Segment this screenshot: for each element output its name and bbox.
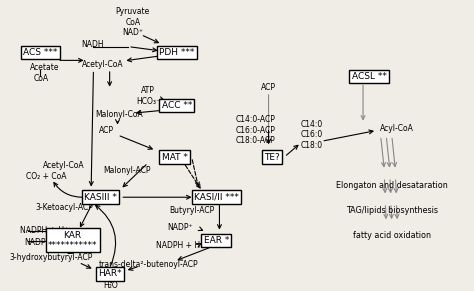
Text: NADH: NADH <box>81 40 104 49</box>
Text: TE?: TE? <box>264 152 280 162</box>
Text: CO₂ + CoA: CO₂ + CoA <box>26 172 66 181</box>
Text: Malonyl-CoA: Malonyl-CoA <box>95 109 143 118</box>
Text: Butyryl-ACP: Butyryl-ACP <box>169 206 214 215</box>
Text: MAT *: MAT * <box>162 152 187 162</box>
Text: fatty acid oxidation: fatty acid oxidation <box>353 231 431 240</box>
Text: PDH ***: PDH *** <box>159 48 194 57</box>
Text: TAG/lipids biosynthesis: TAG/lipids biosynthesis <box>346 206 438 215</box>
Text: C14:0-ACP
C16:0-ACP
C18:0-ACP: C14:0-ACP C16:0-ACP C18:0-ACP <box>236 116 276 145</box>
Text: KASIII *: KASIII * <box>84 193 117 202</box>
Text: NADPH + H⁺: NADPH + H⁺ <box>156 241 205 250</box>
Text: NADPH + H⁺: NADPH + H⁺ <box>20 226 69 235</box>
Text: Malonyl-ACP: Malonyl-ACP <box>103 166 151 175</box>
Text: NADP⁺: NADP⁺ <box>24 238 50 247</box>
Text: Acetyl-CoA: Acetyl-CoA <box>43 161 84 170</box>
Text: Acetate: Acetate <box>29 63 59 72</box>
Text: CoA: CoA <box>33 74 48 83</box>
Text: trans-delta²-butenoyl-ACP: trans-delta²-butenoyl-ACP <box>98 260 198 269</box>
Text: Acetyl-CoA: Acetyl-CoA <box>82 60 124 69</box>
Text: C14:0
C16:0
C18:0: C14:0 C16:0 C18:0 <box>301 120 323 150</box>
Text: ACSL **: ACSL ** <box>352 72 386 81</box>
Text: ACP: ACP <box>261 83 276 92</box>
Text: HAR*: HAR* <box>98 269 121 278</box>
Text: EAR *: EAR * <box>203 236 229 245</box>
Text: ACC **: ACC ** <box>162 101 192 110</box>
Text: KASI/II ***: KASI/II *** <box>194 193 238 202</box>
Text: Elongaton and desataration: Elongaton and desataration <box>337 181 448 190</box>
Text: 3-hydroxybutyryl-ACP: 3-hydroxybutyryl-ACP <box>9 253 92 262</box>
Text: ATP
HCO₃⁻: ATP HCO₃⁻ <box>136 86 160 106</box>
Text: Acyl-CoA: Acyl-CoA <box>380 124 414 133</box>
Text: ACS ***: ACS *** <box>23 48 57 57</box>
Text: NADP⁺: NADP⁺ <box>168 223 193 233</box>
Text: KAR
***********: KAR *********** <box>48 230 97 250</box>
Text: ACP: ACP <box>99 126 114 135</box>
Text: 3-Ketoacyl-ACP: 3-Ketoacyl-ACP <box>36 203 94 212</box>
Text: Pyruvate
CoA
NAD⁺: Pyruvate CoA NAD⁺ <box>116 7 150 37</box>
Text: H₂O: H₂O <box>104 281 118 290</box>
